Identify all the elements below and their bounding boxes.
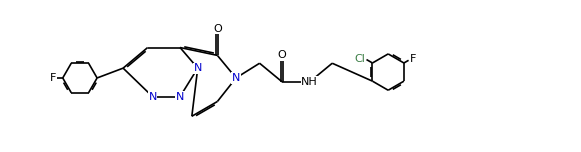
Text: F: F bbox=[410, 54, 417, 64]
Text: O: O bbox=[213, 24, 222, 34]
Text: N: N bbox=[193, 63, 202, 73]
Text: Cl: Cl bbox=[354, 54, 365, 64]
Text: O: O bbox=[278, 50, 286, 60]
Text: NH: NH bbox=[302, 77, 318, 87]
Text: F: F bbox=[50, 73, 56, 83]
Text: N: N bbox=[176, 92, 184, 102]
Text: N: N bbox=[148, 92, 157, 102]
Text: N: N bbox=[232, 73, 240, 83]
